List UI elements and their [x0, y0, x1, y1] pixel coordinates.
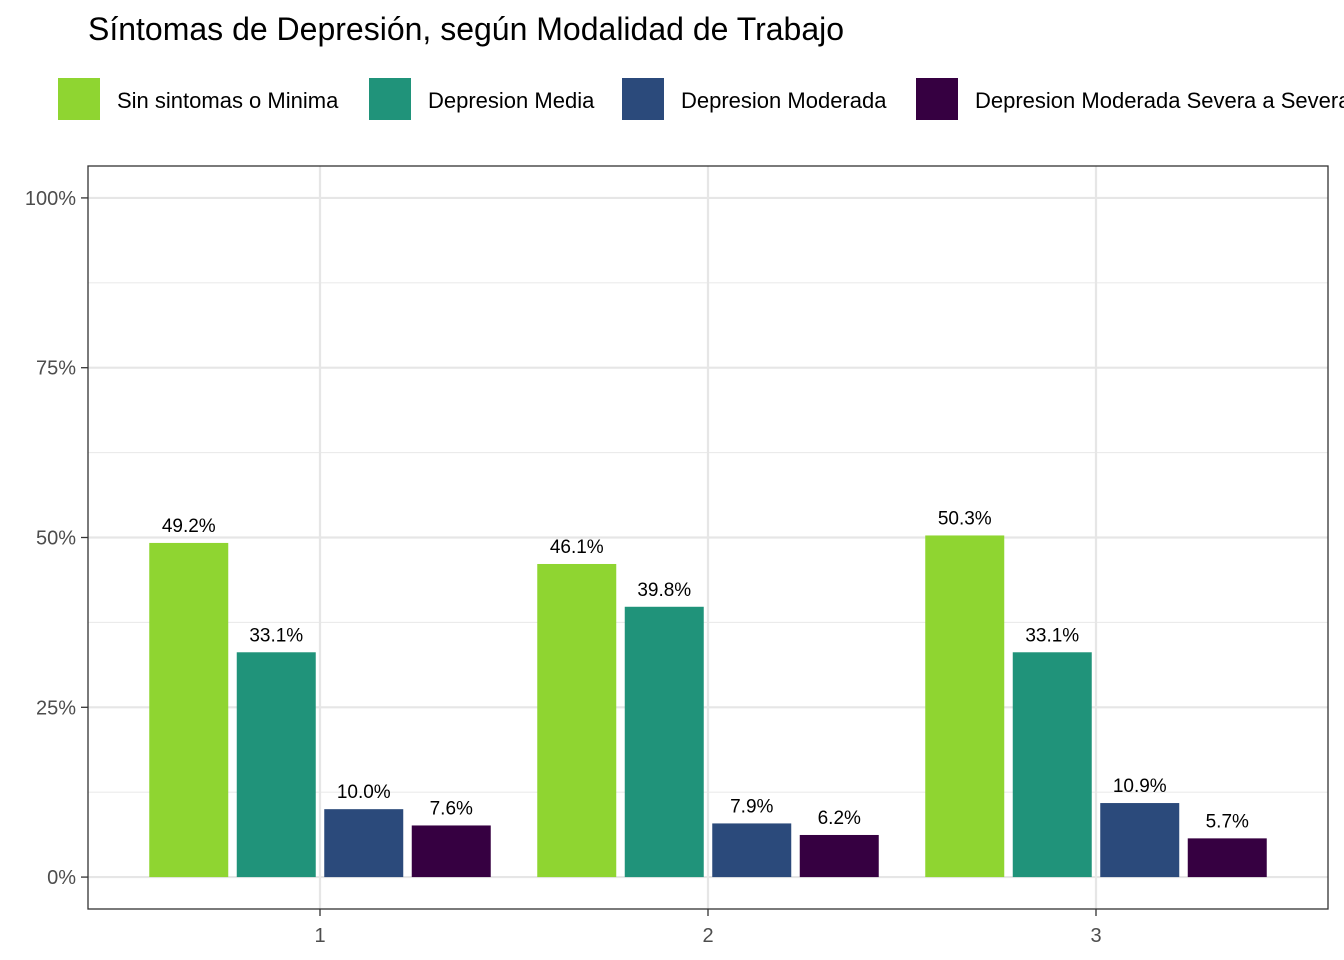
bar-value-label: 10.9% — [1113, 776, 1167, 797]
legend-key — [916, 78, 958, 120]
x-tick-label: 1 — [314, 925, 325, 947]
x-axis: 1 2 3 — [314, 909, 1102, 947]
legend-item: Depresion Moderada — [622, 78, 887, 120]
legend-item: Depresion Media — [369, 78, 595, 120]
bar-value-label: 10.0% — [337, 782, 391, 803]
legend-label: Depresion Moderada Severa a Severa — [975, 88, 1344, 113]
bars — [149, 535, 1267, 878]
bar — [149, 542, 229, 878]
legend-label: Depresion Moderada — [681, 88, 887, 113]
bar — [236, 652, 316, 878]
bar-value-label: 5.7% — [1206, 811, 1249, 832]
bar-value-label: 33.1% — [249, 625, 303, 646]
bar-value-label: 7.9% — [730, 796, 773, 817]
legend-item: Sin sintomas o Minima — [58, 78, 339, 120]
major-gridlines — [88, 166, 1328, 909]
legend-item: Depresion Moderada Severa a Severa — [916, 78, 1344, 120]
bar — [537, 563, 617, 878]
chart-title: Síntomas de Depresión, según Modalidad d… — [88, 11, 844, 47]
bar — [1012, 652, 1092, 878]
y-tick-label: 50% — [36, 528, 76, 550]
bar-labels: 49.2% 46.1% 50.3% 33.1% 39.8% 33.1% 10.0% 7.9% 1… — [162, 508, 1249, 832]
legend-label: Sin sintomas o Minima — [117, 88, 339, 113]
legend-key — [622, 78, 664, 120]
bar-value-label: 39.8% — [637, 580, 691, 601]
y-axis: 0% 25% 50% 75% 100% — [25, 188, 88, 889]
bar — [712, 823, 792, 878]
bar — [324, 809, 404, 878]
y-tick-label: 25% — [36, 697, 76, 719]
bar-value-label: 33.1% — [1025, 625, 1079, 646]
plot-area: 49.2% 46.1% 50.3% 33.1% 39.8% 33.1% 10.0% 7.9% 1… — [87, 165, 1329, 910]
y-tick-label: 100% — [25, 188, 76, 210]
bar-value-label: 50.3% — [938, 508, 992, 529]
bar-value-label: 6.2% — [818, 808, 861, 829]
bar — [925, 535, 1005, 878]
legend-key — [58, 78, 100, 120]
x-tick-label: 2 — [702, 925, 713, 947]
bar-value-label: 49.2% — [162, 516, 216, 537]
bar-value-label: 7.6% — [430, 798, 473, 819]
bar — [799, 834, 879, 878]
legend-key — [369, 78, 411, 120]
x-tick-label: 3 — [1090, 925, 1101, 947]
legend: Sin sintomas o Minima Depresion Media Depr… — [58, 78, 1344, 120]
bar — [1187, 838, 1267, 878]
y-tick-label: 75% — [36, 358, 76, 380]
y-tick-label: 0% — [47, 867, 76, 889]
bar — [624, 606, 704, 878]
bar — [1100, 803, 1180, 878]
bar — [411, 825, 491, 878]
bar-value-label: 46.1% — [550, 537, 604, 558]
legend-label: Depresion Media — [428, 88, 595, 113]
